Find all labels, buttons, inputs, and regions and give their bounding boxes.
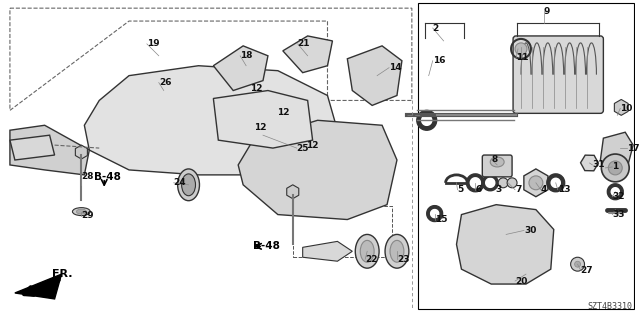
Text: 12: 12 xyxy=(277,108,289,117)
FancyBboxPatch shape xyxy=(513,36,604,113)
Polygon shape xyxy=(15,274,61,299)
Polygon shape xyxy=(348,46,402,105)
Circle shape xyxy=(507,178,517,188)
Text: 8: 8 xyxy=(492,154,497,164)
Bar xyxy=(418,3,634,309)
Text: SZT4B3310: SZT4B3310 xyxy=(587,302,632,311)
Circle shape xyxy=(575,261,580,267)
Text: 12: 12 xyxy=(306,141,318,150)
Ellipse shape xyxy=(76,209,86,214)
Text: 4: 4 xyxy=(541,185,547,194)
Polygon shape xyxy=(10,135,54,160)
Text: 25: 25 xyxy=(297,144,309,152)
Circle shape xyxy=(609,161,622,175)
Text: 12: 12 xyxy=(254,123,266,132)
Text: 3: 3 xyxy=(495,185,502,194)
Bar xyxy=(292,206,392,257)
Text: 30: 30 xyxy=(524,226,536,235)
Polygon shape xyxy=(84,66,337,175)
Ellipse shape xyxy=(355,234,379,268)
Polygon shape xyxy=(600,132,633,172)
Text: 29: 29 xyxy=(81,211,94,220)
Text: 31: 31 xyxy=(593,160,605,169)
Text: 11: 11 xyxy=(516,53,529,62)
Text: 17: 17 xyxy=(627,144,640,152)
Text: 7: 7 xyxy=(515,185,522,194)
Polygon shape xyxy=(303,241,352,261)
Ellipse shape xyxy=(178,169,200,201)
Text: 24: 24 xyxy=(173,178,186,187)
Text: 32: 32 xyxy=(612,192,625,201)
Text: 12: 12 xyxy=(250,84,262,93)
Circle shape xyxy=(571,257,584,271)
Text: 27: 27 xyxy=(580,266,593,275)
Text: 18: 18 xyxy=(240,51,253,60)
Ellipse shape xyxy=(385,234,409,268)
Circle shape xyxy=(602,154,629,182)
Ellipse shape xyxy=(360,241,374,262)
Circle shape xyxy=(498,178,508,188)
FancyBboxPatch shape xyxy=(483,155,512,177)
Text: 20: 20 xyxy=(515,277,527,286)
Text: 26: 26 xyxy=(159,78,172,87)
Text: 13: 13 xyxy=(557,185,570,194)
Text: 21: 21 xyxy=(298,39,310,48)
Text: B-48: B-48 xyxy=(94,172,121,182)
Text: 6: 6 xyxy=(476,185,482,194)
Text: 28: 28 xyxy=(81,172,94,182)
Text: 15: 15 xyxy=(435,215,447,224)
Ellipse shape xyxy=(490,157,504,167)
Ellipse shape xyxy=(515,43,527,55)
Ellipse shape xyxy=(390,241,404,262)
Text: 2: 2 xyxy=(433,24,439,33)
Text: 10: 10 xyxy=(620,104,632,113)
Text: B-48: B-48 xyxy=(253,241,280,251)
Text: 16: 16 xyxy=(433,56,445,65)
Polygon shape xyxy=(456,205,554,284)
Text: 9: 9 xyxy=(544,7,550,16)
Text: 33: 33 xyxy=(612,210,625,219)
Text: FR.: FR. xyxy=(52,269,72,279)
Ellipse shape xyxy=(182,174,195,196)
Text: 1: 1 xyxy=(612,162,618,171)
Polygon shape xyxy=(238,120,397,219)
Ellipse shape xyxy=(72,208,90,216)
Polygon shape xyxy=(10,125,90,175)
Circle shape xyxy=(529,176,543,190)
Text: 14: 14 xyxy=(389,63,402,72)
Polygon shape xyxy=(213,46,268,91)
Text: 19: 19 xyxy=(147,39,159,48)
Polygon shape xyxy=(283,36,332,73)
Text: 23: 23 xyxy=(397,255,410,264)
Text: 22: 22 xyxy=(365,255,378,264)
Polygon shape xyxy=(213,91,312,148)
Text: 5: 5 xyxy=(458,185,464,194)
